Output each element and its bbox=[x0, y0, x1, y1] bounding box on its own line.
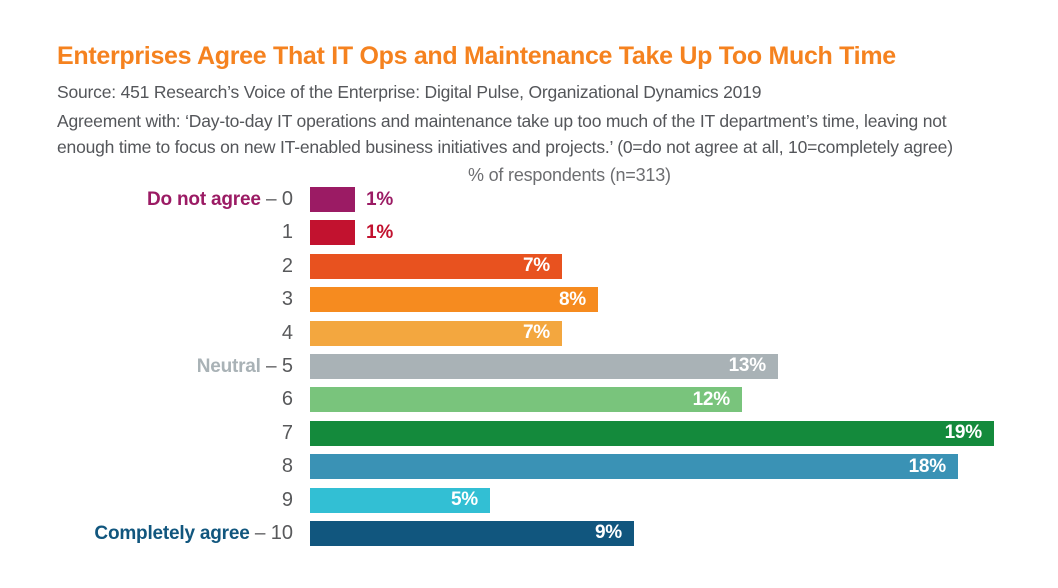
bar: 9% bbox=[310, 520, 634, 546]
category-number: 8 bbox=[281, 455, 293, 478]
bar-track: 5% bbox=[310, 487, 994, 513]
bar: 19% bbox=[310, 420, 994, 446]
bar-value-label: 13% bbox=[728, 355, 767, 377]
category-label: 1 bbox=[57, 221, 310, 244]
bar: 8% bbox=[310, 287, 598, 313]
category-number: 6 bbox=[281, 388, 293, 411]
chart-row: 8 18% bbox=[57, 454, 994, 480]
bar: 7% bbox=[310, 320, 562, 346]
bar-value-label: 8% bbox=[558, 288, 586, 310]
prefix-separator: – bbox=[260, 355, 282, 377]
agreement-line-1: Agreement with: ‘Day-to-day IT operation… bbox=[57, 111, 947, 131]
category-label: 4 bbox=[57, 322, 310, 345]
bar-value-label: 7% bbox=[522, 322, 550, 344]
category-number: 9 bbox=[281, 488, 293, 511]
chart-row: 9 5% bbox=[57, 487, 994, 513]
category-number: 1 bbox=[281, 221, 293, 244]
bar: 13% bbox=[310, 353, 778, 379]
chart-row: 4 7% bbox=[57, 320, 994, 346]
agreement-text: Agreement with: ‘Day-to-day IT operation… bbox=[57, 108, 953, 160]
chart-row: 1 1% bbox=[57, 220, 994, 246]
source-line: Source: 451 Research’s Voice of the Ente… bbox=[57, 82, 762, 102]
category-prefix: Completely agree bbox=[94, 522, 250, 544]
bar: 12% bbox=[310, 387, 742, 413]
bar-value-label: 18% bbox=[908, 455, 947, 477]
bar-track: 1% bbox=[310, 187, 994, 212]
category-label: 2 bbox=[57, 255, 310, 278]
category-label: 8 bbox=[57, 455, 310, 478]
category-label: Neutral – 5 bbox=[57, 355, 310, 378]
bar-track: 8% bbox=[310, 287, 994, 313]
chart-row: 7 19% bbox=[57, 420, 994, 446]
category-label: 3 bbox=[57, 288, 310, 311]
bar-value-label: 1% bbox=[366, 188, 394, 210]
category-label: Do not agree – 0 bbox=[57, 188, 310, 211]
category-number: 0 bbox=[281, 188, 293, 210]
chart-row: Completely agree – 10 9% bbox=[57, 520, 994, 546]
bar-track: 7% bbox=[310, 320, 994, 346]
chart-row: 6 12% bbox=[57, 387, 994, 413]
bar-value-label: 5% bbox=[450, 489, 478, 511]
category-label: 7 bbox=[57, 422, 310, 445]
prefix-separator: – bbox=[260, 189, 282, 210]
bar-track: 9% bbox=[310, 520, 994, 546]
agreement-line-2: enough time to focus on new IT-enabled b… bbox=[57, 137, 953, 157]
bar-track: 12% bbox=[310, 387, 994, 413]
bar-track: 19% bbox=[310, 420, 994, 446]
bar-track: 1% bbox=[310, 220, 994, 246]
bar-track: 13% bbox=[310, 353, 994, 379]
category-number: 4 bbox=[281, 321, 293, 344]
bar-value-label: 12% bbox=[692, 388, 731, 410]
bar-track: 7% bbox=[310, 253, 994, 279]
chart-row: Neutral – 5 13% bbox=[57, 353, 994, 379]
category-number: 2 bbox=[281, 254, 293, 277]
category-label: 9 bbox=[57, 489, 310, 512]
category-prefix: Neutral bbox=[196, 355, 261, 377]
chart-row: Do not agree – 0 1% bbox=[57, 187, 994, 212]
bar-value-label: 19% bbox=[944, 422, 983, 444]
category-label: 6 bbox=[57, 388, 310, 411]
bar-value-label: 1% bbox=[366, 221, 394, 243]
bar-chart: Do not agree – 0 1% 1 1% 2 7% 3 8% 4 7% Neutral – … bbox=[57, 187, 994, 554]
prefix-separator: – bbox=[249, 522, 271, 544]
respondents-note: % of respondents (n=313) bbox=[468, 165, 671, 185]
chart-row: 3 8% bbox=[57, 287, 994, 313]
bar-value-label: 7% bbox=[522, 255, 550, 277]
category-prefix: Do not agree bbox=[147, 189, 261, 210]
bar-track: 18% bbox=[310, 454, 994, 480]
bar: 7% bbox=[310, 253, 562, 279]
bar: 18% bbox=[310, 454, 958, 480]
chart-row: 2 7% bbox=[57, 253, 994, 279]
category-number: 5 bbox=[281, 354, 293, 377]
category-number: 7 bbox=[281, 421, 293, 444]
bar-value-label: 9% bbox=[594, 522, 622, 544]
bar bbox=[310, 220, 355, 246]
bar bbox=[310, 187, 355, 212]
chart-title: Enterprises Agree That IT Ops and Mainte… bbox=[57, 42, 896, 70]
bar: 5% bbox=[310, 487, 490, 513]
category-label: Completely agree – 10 bbox=[57, 522, 310, 545]
category-number: 10 bbox=[270, 521, 293, 544]
category-number: 3 bbox=[281, 288, 293, 311]
